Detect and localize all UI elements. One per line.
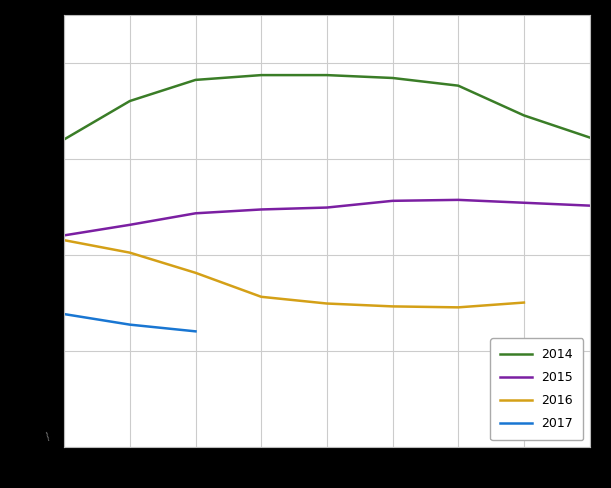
Line: 2015: 2015 [64, 200, 590, 235]
2014 [455, 83, 462, 89]
2014 [192, 77, 199, 83]
2016 [257, 294, 265, 300]
2016 [323, 301, 331, 306]
2015 [586, 203, 593, 208]
2016 [455, 305, 462, 310]
2016 [126, 250, 133, 256]
2014 [257, 72, 265, 78]
2014 [389, 75, 396, 81]
Line: 2014: 2014 [64, 75, 590, 140]
2014 [126, 98, 133, 104]
2015 [192, 210, 199, 216]
2014 [520, 112, 527, 118]
Line: 2016: 2016 [64, 240, 524, 307]
Line: 2017: 2017 [64, 314, 196, 331]
2015 [520, 200, 527, 205]
2015 [323, 204, 331, 210]
2016 [389, 304, 396, 309]
2014 [586, 135, 593, 141]
2014 [323, 72, 331, 78]
2016 [192, 270, 199, 276]
Text: /: / [45, 431, 53, 442]
2017 [126, 322, 133, 327]
Text: 0: 0 [50, 449, 58, 462]
2015 [126, 222, 133, 228]
2015 [257, 206, 265, 212]
2016 [60, 237, 68, 243]
2017 [192, 328, 199, 334]
2015 [455, 197, 462, 203]
Legend: 2014, 2015, 2016, 2017: 2014, 2015, 2016, 2017 [491, 338, 584, 440]
2017 [60, 311, 68, 317]
2015 [389, 198, 396, 204]
2014 [60, 137, 68, 142]
2015 [60, 232, 68, 238]
2016 [520, 300, 527, 305]
